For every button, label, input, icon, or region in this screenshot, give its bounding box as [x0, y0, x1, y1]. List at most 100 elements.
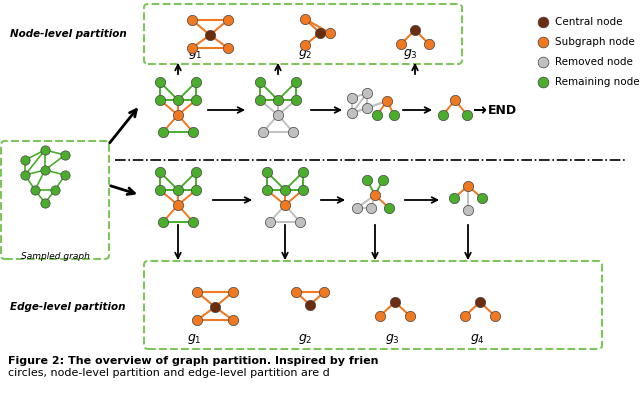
FancyBboxPatch shape: [144, 4, 462, 64]
Point: [390, 299, 400, 305]
Point: [462, 112, 472, 118]
Point: [305, 302, 315, 308]
Point: [288, 129, 298, 135]
Point: [173, 97, 183, 103]
Point: [291, 97, 301, 103]
Point: [450, 97, 460, 103]
Point: [490, 313, 500, 319]
Point: [372, 112, 382, 118]
Point: [192, 289, 202, 295]
Point: [188, 219, 198, 225]
Point: [258, 129, 268, 135]
Text: circles, node-level partition and edge-level partition are d: circles, node-level partition and edge-l…: [8, 368, 330, 378]
Text: →: →: [472, 101, 486, 119]
Point: [280, 187, 290, 193]
Point: [396, 41, 406, 47]
Point: [191, 97, 201, 103]
Text: Central node: Central node: [555, 17, 623, 27]
Point: [463, 207, 473, 213]
Point: [362, 177, 372, 183]
Point: [192, 317, 202, 323]
Point: [187, 45, 197, 51]
Point: [158, 129, 168, 135]
Point: [438, 112, 448, 118]
Point: [20, 172, 30, 178]
Point: [158, 219, 168, 225]
Text: Subgraph node: Subgraph node: [555, 37, 635, 47]
Point: [60, 172, 70, 178]
Point: [40, 167, 50, 173]
Point: [389, 112, 399, 118]
Point: [538, 59, 548, 65]
Point: [347, 95, 357, 101]
Point: [375, 313, 385, 319]
Point: [298, 187, 308, 193]
Point: [460, 313, 470, 319]
Point: [30, 187, 40, 193]
Text: Node-level partition: Node-level partition: [10, 29, 127, 39]
Point: [352, 205, 362, 211]
Point: [155, 169, 165, 175]
Point: [449, 195, 459, 201]
Point: [155, 79, 165, 85]
Text: $g_2$: $g_2$: [298, 47, 312, 61]
Text: $g_3$: $g_3$: [403, 47, 418, 61]
FancyBboxPatch shape: [144, 261, 602, 349]
Point: [155, 187, 165, 193]
Point: [50, 187, 60, 193]
Point: [366, 205, 376, 211]
Text: Sampled graph: Sampled graph: [20, 252, 90, 261]
Point: [173, 202, 183, 208]
Point: [347, 110, 357, 116]
Point: [273, 97, 283, 103]
Point: [210, 304, 220, 310]
Point: [205, 32, 215, 38]
Point: [228, 317, 238, 323]
Point: [538, 79, 548, 85]
Point: [362, 90, 372, 96]
Point: [187, 17, 197, 23]
Point: [370, 192, 380, 198]
Text: Removed node: Removed node: [555, 57, 633, 67]
Point: [191, 169, 201, 175]
Point: [463, 183, 473, 189]
Point: [300, 16, 310, 22]
Text: $g_4$: $g_4$: [470, 332, 485, 346]
Point: [538, 19, 548, 25]
Point: [295, 219, 305, 225]
Point: [382, 98, 392, 104]
Point: [255, 97, 265, 103]
Point: [362, 105, 372, 111]
FancyBboxPatch shape: [1, 141, 109, 259]
Point: [319, 289, 329, 295]
Point: [280, 202, 290, 208]
Point: [191, 79, 201, 85]
Point: [298, 169, 308, 175]
Point: [475, 299, 485, 305]
Text: $g_1$: $g_1$: [188, 47, 203, 61]
Point: [60, 152, 70, 158]
Text: END: END: [488, 104, 517, 116]
Point: [223, 17, 233, 23]
Text: Remaining node: Remaining node: [555, 77, 639, 87]
Point: [262, 187, 272, 193]
Point: [384, 205, 394, 211]
Point: [378, 177, 388, 183]
Point: [265, 219, 275, 225]
Point: [188, 129, 198, 135]
Point: [155, 97, 165, 103]
Point: [40, 200, 50, 206]
Text: Figure 2: The overview of graph partition. Inspired by frien: Figure 2: The overview of graph partitio…: [8, 356, 378, 366]
Point: [255, 79, 265, 85]
Point: [291, 79, 301, 85]
Point: [191, 187, 201, 193]
Point: [173, 187, 183, 193]
Point: [223, 45, 233, 51]
Point: [291, 289, 301, 295]
Point: [40, 147, 50, 153]
Point: [173, 112, 183, 118]
Point: [20, 157, 30, 163]
Text: Edge-level partition: Edge-level partition: [10, 302, 125, 312]
Point: [273, 112, 283, 118]
Point: [538, 39, 548, 45]
